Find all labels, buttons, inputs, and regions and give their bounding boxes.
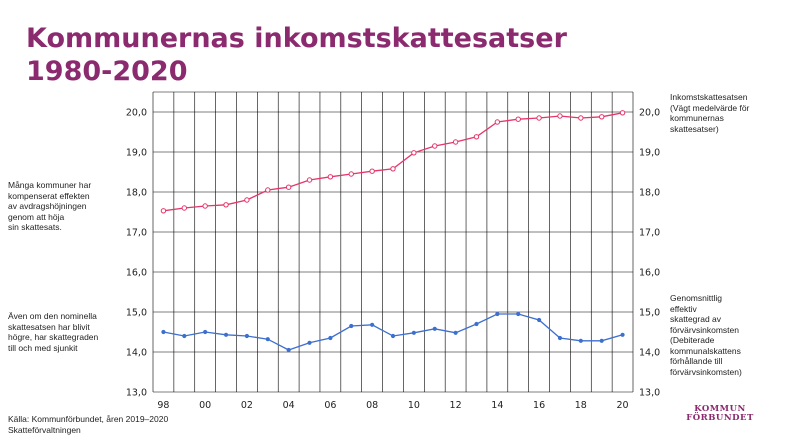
data-point-effective	[557, 335, 563, 341]
y-tick-label-right: 15,0	[639, 308, 660, 319]
data-point-effective	[620, 332, 625, 337]
data-point-tax_rate	[494, 119, 501, 125]
y-tick-label-right: 19,0	[639, 148, 660, 159]
page-title: Kommunernas inkomstskattesatser 1980-202…	[26, 23, 567, 87]
data-point-effective	[203, 329, 208, 335]
x-tick-label: 12	[450, 400, 462, 411]
data-point-effective	[453, 330, 458, 335]
legend-tax-rate: Inkomstskattesatsen (Vägt medelvärde för…	[670, 92, 750, 134]
series-tax_rate	[160, 110, 626, 214]
kommunforbundet-logo: KOMMUN FÖRBUNDET	[670, 405, 770, 423]
y-tick-label-right: 13,0	[639, 388, 660, 399]
y-tick-label-right: 18,0	[639, 188, 660, 199]
data-point-tax_rate	[285, 184, 292, 190]
data-point-effective	[578, 338, 583, 343]
y-tick-label-left: 18,0	[126, 188, 147, 199]
data-point-tax_rate	[160, 208, 167, 214]
x-tick-label: 00	[199, 400, 211, 411]
x-tick-label: 18	[575, 400, 587, 411]
annotation-effective-rate: Även om den nominella skattesatsen har b…	[8, 311, 99, 353]
data-point-effective	[390, 333, 396, 339]
y-axis-right: 13,0 14,0 15,0 16,0 17,0 18,0 19,0 20,0	[639, 108, 660, 399]
data-point-tax_rate	[202, 203, 208, 209]
data-point-effective	[349, 323, 354, 329]
series-layer	[160, 110, 626, 353]
y-tick-label-left: 19,0	[126, 148, 147, 159]
data-point-tax_rate	[578, 115, 584, 121]
data-point-tax_rate	[598, 114, 605, 120]
data-point-tax_rate	[557, 113, 563, 119]
source-note: Källa: Kommunförbundet, åren 2019–2020 S…	[8, 414, 169, 435]
y-tick-label-right: 14,0	[639, 348, 660, 359]
x-tick-label: 20	[617, 400, 629, 411]
data-point-effective	[495, 311, 500, 317]
data-point-effective	[474, 321, 479, 327]
y-axis-left: 13,0 14,0 15,0 16,0 17,0 18,0 19,0 20,0	[126, 108, 147, 399]
data-point-tax_rate	[473, 134, 480, 140]
y-tick-label-left: 15,0	[126, 308, 147, 319]
data-point-tax_rate	[244, 197, 250, 203]
data-point-tax_rate	[515, 116, 521, 122]
y-tick-label-left: 17,0	[126, 228, 147, 239]
series-effective	[161, 311, 625, 353]
data-point-tax_rate	[181, 205, 188, 211]
data-point-effective	[286, 347, 291, 353]
logo-line-1: KOMMUN	[694, 404, 746, 414]
series-line-effective	[163, 313, 623, 351]
y-tick-label-right: 16,0	[639, 268, 660, 279]
x-tick-label: 06	[324, 400, 336, 411]
data-point-tax_rate	[390, 166, 396, 172]
data-point-tax_rate	[348, 171, 354, 177]
data-point-tax_rate	[536, 115, 542, 121]
x-tick-label: 04	[283, 400, 295, 411]
chart-grid	[152, 91, 634, 393]
legend-effective-rate: Genomsnittlig effektiv skattegrad av för…	[670, 293, 742, 377]
data-point-tax_rate	[432, 143, 438, 149]
x-tick-label: 02	[241, 400, 253, 411]
y-tick-label-left: 13,0	[126, 388, 147, 399]
x-tick-label: 10	[408, 400, 420, 411]
data-point-effective	[536, 317, 542, 323]
data-point-effective	[328, 335, 333, 341]
data-point-effective	[411, 330, 416, 335]
data-point-effective	[599, 338, 604, 343]
x-tick-label: 16	[533, 400, 545, 411]
x-tick-label: 98	[157, 400, 169, 411]
data-point-tax_rate	[306, 177, 313, 183]
series-line-tax_rate	[163, 112, 623, 212]
data-point-effective	[182, 333, 187, 339]
data-point-effective	[265, 337, 270, 342]
x-tick-label: 08	[366, 400, 378, 411]
data-point-tax_rate	[369, 168, 375, 174]
annotation-compensation: Många kommuner har kompenserat effekten …	[8, 180, 92, 232]
data-point-effective	[223, 332, 229, 337]
data-point-effective	[516, 311, 521, 317]
logo-line-2: FÖRBUNDET	[686, 413, 754, 423]
y-tick-label-right: 20,0	[639, 108, 660, 119]
y-tick-label-left: 14,0	[126, 348, 147, 359]
data-point-tax_rate	[265, 187, 271, 193]
data-point-effective	[161, 329, 166, 335]
data-point-tax_rate	[223, 202, 229, 208]
data-point-tax_rate	[452, 139, 459, 145]
y-tick-label-left: 16,0	[126, 268, 147, 279]
data-point-tax_rate	[327, 174, 334, 180]
y-tick-label-left: 20,0	[126, 108, 147, 119]
y-tick-label-right: 17,0	[639, 228, 660, 239]
x-tick-label: 14	[491, 400, 503, 411]
x-axis: 98 00 02 04 06 08 10 12 14 16 18 20	[157, 400, 628, 411]
data-point-effective	[244, 333, 250, 339]
data-point-tax_rate	[411, 150, 417, 156]
data-point-effective	[432, 326, 437, 331]
data-point-tax_rate	[619, 110, 626, 116]
data-point-effective	[307, 340, 312, 345]
data-point-effective	[370, 322, 375, 327]
